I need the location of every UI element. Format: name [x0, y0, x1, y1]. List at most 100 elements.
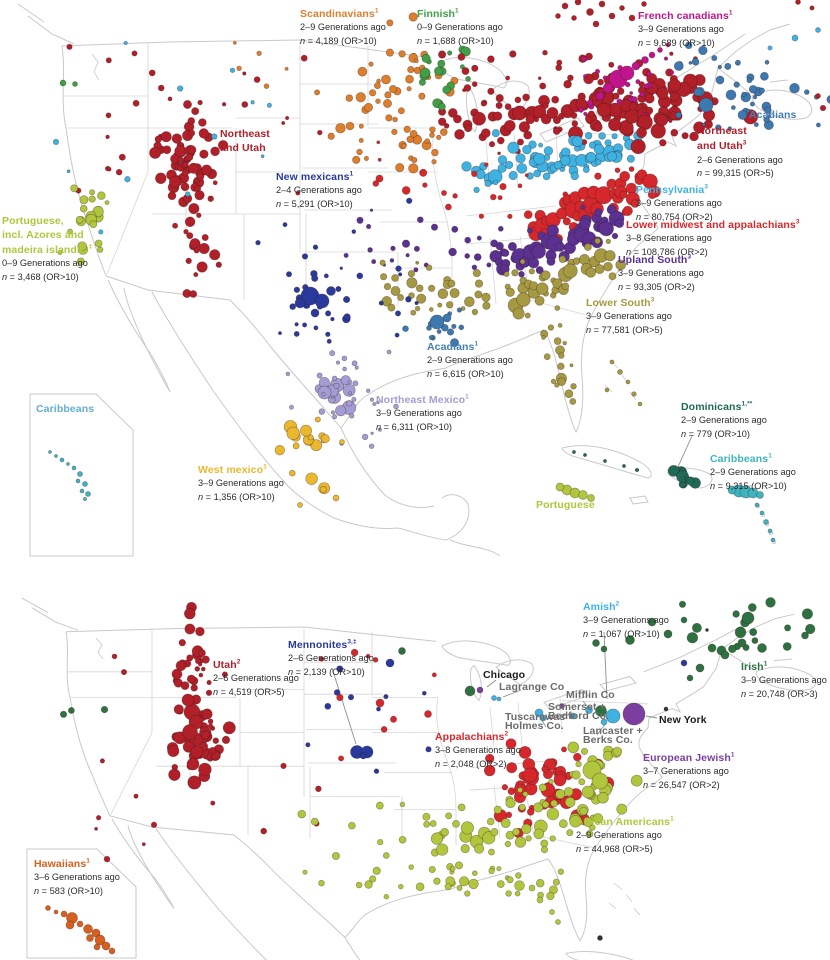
cluster-dot-afam-main: [564, 796, 576, 808]
cluster-dot-irish-x: [686, 674, 694, 682]
cluster-dot-ne-dense: [655, 113, 669, 127]
cluster-dot-band-ne-utah: [532, 104, 547, 119]
cluster-dot-magenta-sc: [635, 79, 641, 85]
cluster-dot-band-ne-utah: [537, 76, 542, 81]
cluster-dot-band-lsouth-1: [472, 269, 481, 278]
cluster-dot-scand: [392, 116, 398, 123]
cluster-dot-band-upland-dense: [501, 248, 510, 258]
cluster-dot-band-ne-utah: [505, 75, 511, 81]
cluster-dot-appal-big: [424, 710, 432, 718]
cluster-dot-band-ne-utah: [597, 78, 605, 86]
cluster-dot-band-lsouth-1: [482, 301, 491, 310]
cluster-dot-band-ne-utah: [472, 111, 486, 126]
cluster-dot-utah-band: [167, 191, 177, 201]
cluster-dot-utah-b2: [187, 775, 202, 790]
cluster-dot-band-upland-sparse: [486, 262, 492, 268]
cluster-dot-afam-tx: [331, 852, 340, 860]
cluster-dot-nemex-sp: [354, 365, 359, 370]
cluster-dot-inset-carib-dots: [54, 454, 58, 458]
cluster-dot-afam-tx: [375, 801, 384, 810]
cluster-dot-band-lsouth-2: [536, 282, 549, 295]
cluster-dot-utah-b2: [168, 768, 181, 781]
cluster-dot-band-upland-sparse: [339, 266, 344, 270]
cluster-dot-utah-b: [194, 658, 202, 665]
label-scandinavians: Scandinavians1 2–9 Generations ago n = 4,1…: [300, 7, 386, 46]
cluster-dot-french-big: [657, 47, 663, 53]
cluster-dot-new-mex: [325, 310, 332, 317]
cluster-dot-band-ne-utah: [437, 117, 447, 127]
cluster-dot-amish-dots: [600, 718, 608, 726]
cluster-dot-acad-gulf: [446, 328, 455, 336]
cluster-dot-utah-b: [207, 718, 214, 725]
cluster-dot-acad-mar: [731, 105, 736, 110]
cluster-dot-afam-tx: [355, 881, 363, 889]
cluster-dot-navy-tx: [351, 229, 357, 234]
cluster-dot-utah-b: [200, 666, 206, 672]
cluster-dot-band-lmw-sparse: [517, 183, 523, 189]
cluster-dot-afam-gulf: [471, 870, 478, 877]
cluster-dot-acad-gulf: [402, 325, 409, 333]
cluster-dot-dr-west: [148, 69, 156, 77]
cluster-dot-band-upland-dense: [554, 241, 566, 252]
label-mennonites: Mennonites3,‡ 2–6 Generations ago n = 2,13…: [288, 638, 374, 677]
cluster-dot-nemex-sp: [346, 400, 353, 407]
cluster-dot-new-mex: [293, 286, 301, 293]
cluster-dot-afam-main: [575, 760, 582, 768]
label-upland-south: Upland South3 3–9 Generations ago n = 93,3…: [618, 253, 704, 292]
cluster-dot-band-lsouth-1: [471, 308, 479, 316]
cluster-dot-scand-2: [431, 159, 437, 165]
cluster-dot-dr-west: [253, 76, 261, 83]
label-african-americans: African Americans1 2–9 Generations ago n =…: [576, 815, 674, 854]
cluster-dot-amish-dots: [585, 706, 593, 714]
cluster-dot-acad-mar: [804, 89, 810, 95]
cluster-dot-hawaii: [101, 941, 111, 951]
cluster-dot-new-mex: [330, 316, 335, 322]
cluster-dot-afam-main: [428, 865, 436, 874]
cluster-dot-new-mex: [323, 273, 329, 279]
cluster-dot-cal-port: [79, 204, 88, 213]
cluster-dot-dgreen-w: [67, 707, 75, 714]
cluster-dot-afam-main: [521, 823, 532, 835]
cluster-dot-afam-tx: [302, 869, 308, 875]
cluster-dot-nyc-sq: [663, 706, 669, 712]
cluster-dot-utah-b: [194, 666, 201, 672]
cluster-dot-band-lsouth-1: [387, 303, 396, 312]
cluster-dot-magenta-sc: [642, 111, 647, 116]
cluster-dot-band-upland-dense: [614, 218, 625, 229]
cluster-dot-bahamas: [631, 391, 637, 397]
cluster-dot-afam-coast: [567, 741, 580, 754]
cluster-dot-navy-tx: [282, 222, 288, 228]
cluster-dot-cyan-west: [260, 154, 265, 159]
cluster-dot-cyan-west: [52, 138, 60, 146]
cluster-dot-ne-dense: [596, 102, 612, 118]
cluster-dot-afam-coast: [592, 813, 604, 824]
cluster-dot-utah-b: [184, 607, 196, 620]
cluster-dot-band-lmw-sparse: [401, 186, 411, 195]
cluster-dot-band-lsouth-2: [524, 312, 531, 319]
label-caribbeans-1: Caribbeans1 2–9 Generations ago n = 9,315 …: [710, 452, 796, 491]
cluster-dot-acad-big: [715, 75, 725, 85]
cluster-dot-hawaii: [60, 910, 68, 918]
pointer-line: [597, 723, 606, 735]
cluster-dot-band-lsouth-1: [481, 292, 491, 302]
cluster-dot-band-lsouth-1: [428, 307, 434, 312]
cluster-dot-utah-b: [178, 639, 186, 647]
cluster-dot-band-lsouth-1: [415, 284, 424, 293]
cluster-dot-nyc-sq: [705, 628, 709, 632]
cluster-dot-finnish: [434, 66, 444, 76]
cluster-dot-nemex-dense: [329, 350, 336, 357]
cluster-dot-band-lsouth-2: [516, 292, 531, 307]
cluster-dot-new-mex: [285, 271, 293, 278]
cluster-dot-band-lmw-sparse: [499, 183, 507, 191]
cluster-dot-inset-carib-dots: [83, 497, 87, 501]
cluster-dot-scand: [413, 58, 419, 64]
cluster-dot-french: [643, 83, 650, 89]
cluster-dot-amish-dots: [534, 708, 544, 718]
cluster-dot-afam-main: [505, 830, 515, 840]
cluster-dot-dr-west: [106, 166, 112, 172]
cluster-dot-band-upland-sparse: [448, 247, 457, 257]
cluster-dot-ne-dense: [668, 78, 682, 92]
cluster-dot-utah-b: [190, 684, 198, 692]
cluster-dot-hawaii: [94, 934, 106, 946]
cluster-dot-utah-b: [184, 623, 196, 635]
